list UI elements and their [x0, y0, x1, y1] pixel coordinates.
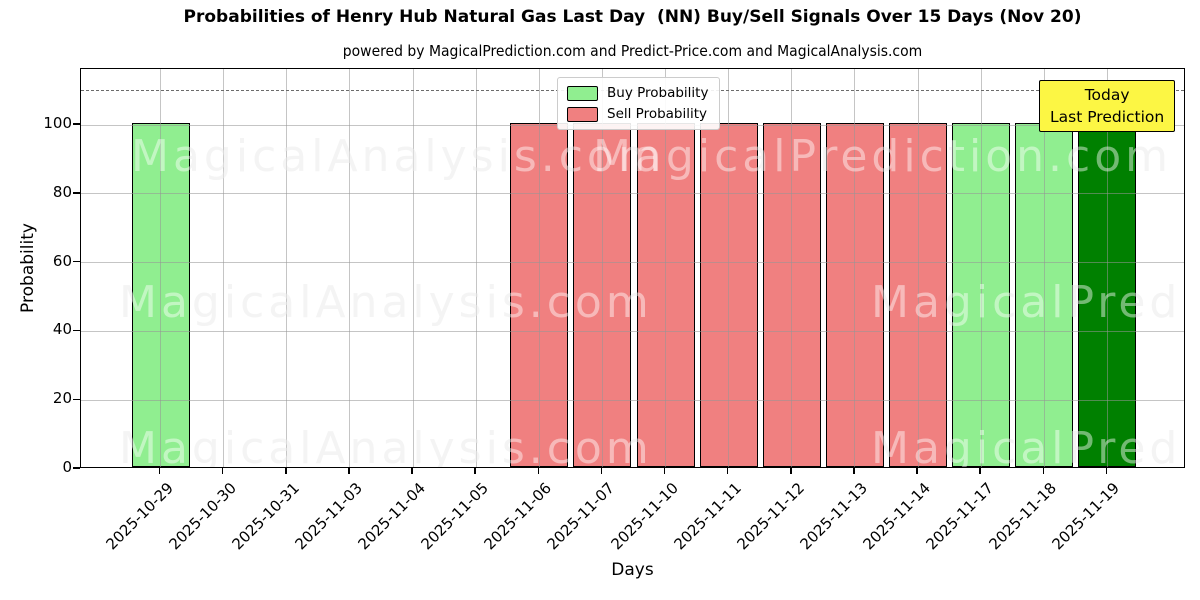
y-tick-label: 60: [52, 251, 72, 270]
x-tick-label: 2025-11-14: [859, 479, 934, 554]
x-tick-label: 2025-11-10: [607, 479, 682, 554]
watermark-text: MagicalPrediction.com: [871, 277, 1184, 328]
x-tick-label: 2025-10-29: [102, 479, 177, 554]
y-tick-mark: [73, 467, 80, 469]
x-tick-label: 2025-11-19: [1048, 479, 1124, 554]
legend-label-buy: Buy Probability: [607, 85, 709, 101]
legend-item-buy: Buy Probability: [567, 85, 708, 101]
x-tick-label: 2025-11-11: [670, 479, 745, 554]
x-tick-label: 2025-11-06: [480, 479, 556, 554]
x-tick-mark: [853, 468, 855, 474]
x-tick-mark: [1042, 468, 1044, 474]
y-tick-label: 80: [52, 182, 72, 201]
x-tick-label: 2025-11-13: [796, 479, 871, 554]
y-tick-mark: [73, 260, 80, 263]
x-tick-label: 2025-11-05: [417, 479, 493, 554]
y-tick-mark: [73, 123, 80, 125]
y-tick-mark: [73, 398, 80, 400]
chart-legend: Buy Probability Sell Probability: [557, 77, 721, 130]
x-tick-mark: [1105, 468, 1108, 474]
y-tick-mark: [73, 192, 80, 194]
x-tick-label: 2025-11-18: [985, 479, 1061, 554]
x-tick-label: 2025-11-03: [291, 479, 366, 554]
x-tick-mark: [158, 468, 161, 474]
y-tick-label: 0: [62, 458, 72, 476]
x-tick-mark: [790, 468, 792, 474]
watermark-text: MagicalPrediction.com: [593, 131, 1172, 182]
x-tick-label: 2025-11-12: [733, 479, 808, 554]
watermark-text: MagicalAnalysis.com: [131, 131, 665, 182]
x-tick-mark: [663, 468, 666, 474]
y-tick-label: 40: [52, 320, 72, 339]
x-tick-label: 2025-11-17: [922, 479, 998, 554]
x-tick-label: 2025-11-04: [354, 479, 429, 554]
x-tick-mark: [474, 468, 476, 474]
watermark-text: MagicalAnalysis.com: [119, 423, 653, 467]
today-annotation-line1: Today: [1084, 86, 1130, 104]
buy-color-swatch: [567, 85, 598, 101]
x-tick-mark: [916, 468, 918, 474]
chart-title: Probabilities of Henry Hub Natural Gas L…: [183, 7, 1082, 27]
x-tick-mark: [726, 468, 729, 474]
today-annotation-line2: Last Prediction: [1050, 108, 1165, 126]
y-tick-label: 100: [43, 114, 72, 133]
x-tick-label: 2025-11-07: [543, 479, 619, 554]
x-tick-mark: [979, 468, 981, 474]
x-tick-mark: [537, 468, 539, 474]
watermark-text: MagicalAnalysis.com: [119, 277, 653, 328]
chart-subtitle: powered by MagicalPrediction.com and Pre…: [342, 42, 923, 60]
x-axis-label: Days: [611, 560, 654, 580]
legend-label-sell: Sell Probability: [607, 106, 708, 122]
y-tick-mark: [73, 329, 80, 332]
x-tick-mark: [411, 468, 413, 474]
legend-item-sell: Sell Probability: [567, 106, 708, 122]
x-tick-mark: [285, 468, 287, 474]
watermark-text: MagicalAnalysis.com: [131, 131, 665, 182]
plot-area: MagicalAnalysis.comMagicalPrediction.com…: [80, 68, 1185, 468]
y-tick-label: 20: [52, 389, 72, 408]
x-tick-label: 2025-10-31: [228, 479, 303, 554]
x-tick-label: 2025-10-30: [165, 479, 240, 554]
x-tick-mark: [348, 468, 350, 474]
x-tick-mark: [221, 468, 224, 474]
watermark-text: MagicalPrediction.com: [871, 423, 1184, 467]
x-tick-mark: [600, 468, 603, 474]
today-annotation: Today Last Prediction: [1039, 80, 1176, 132]
sell-color-swatch: [567, 106, 598, 122]
watermark-layer-over: MagicalAnalysis.com MagicalPrediction.com…: [81, 69, 1184, 467]
